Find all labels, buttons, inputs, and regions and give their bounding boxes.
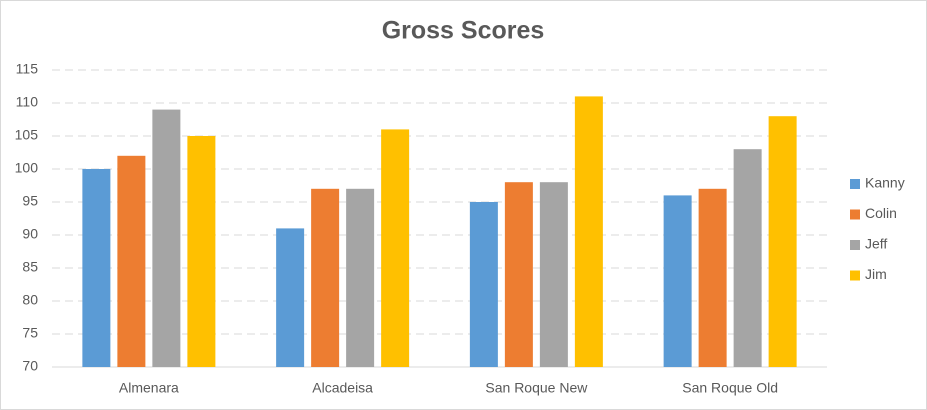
x-tick-label: San Roque Old bbox=[682, 380, 778, 396]
y-tick-label: 90 bbox=[22, 226, 38, 242]
bar bbox=[504, 182, 533, 367]
x-tick-label: Alcadeisa bbox=[312, 380, 373, 396]
bar bbox=[698, 188, 727, 367]
y-tick-label: 110 bbox=[16, 94, 39, 110]
y-tick-label: 85 bbox=[22, 259, 38, 275]
legend-label: Jim bbox=[865, 266, 887, 282]
bar bbox=[82, 169, 111, 367]
chart-title: Gross Scores bbox=[382, 17, 545, 45]
x-tick-label: Almenara bbox=[119, 380, 179, 396]
bar bbox=[187, 136, 216, 367]
legend-label: Jeff bbox=[865, 236, 887, 252]
bar bbox=[311, 188, 340, 367]
y-tick-label: 70 bbox=[22, 358, 38, 374]
bar bbox=[768, 116, 797, 367]
bar bbox=[539, 182, 568, 367]
y-tick-label: 105 bbox=[15, 127, 39, 143]
bar bbox=[381, 129, 410, 367]
legend-swatch bbox=[850, 270, 860, 281]
bar bbox=[346, 188, 375, 367]
bar bbox=[663, 195, 692, 367]
y-tick-label: 95 bbox=[22, 193, 38, 209]
legend-swatch bbox=[850, 209, 860, 220]
legend-label: Colin bbox=[865, 205, 897, 221]
legend-swatch bbox=[850, 240, 860, 250]
x-tick-label: San Roque New bbox=[485, 380, 588, 396]
y-tick-label: 80 bbox=[22, 292, 38, 308]
y-tick-label: 75 bbox=[22, 325, 38, 341]
bar bbox=[469, 202, 498, 367]
bar bbox=[574, 96, 603, 368]
bar bbox=[276, 228, 305, 367]
bar bbox=[733, 149, 762, 367]
y-tick-label: 115 bbox=[16, 61, 39, 77]
bar bbox=[152, 109, 181, 367]
y-tick-label: 100 bbox=[15, 160, 39, 176]
legend-swatch bbox=[850, 179, 860, 189]
bar bbox=[117, 155, 146, 367]
legend-label: Kanny bbox=[865, 175, 905, 191]
